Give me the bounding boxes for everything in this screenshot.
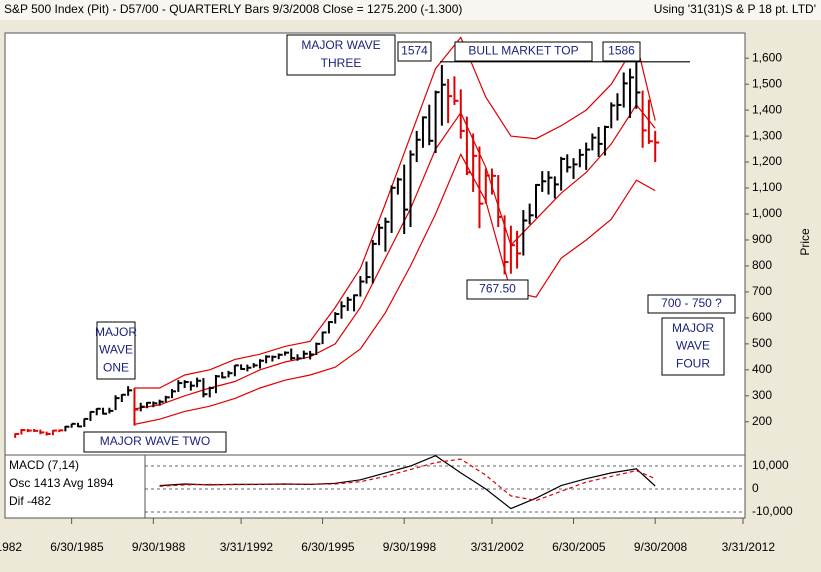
title-bar	[0, 0, 821, 20]
legend-text: MACD (7,14)	[9, 458, 79, 472]
annotation-box	[83, 431, 227, 453]
y-tick-label: 1,000	[752, 206, 782, 220]
marker-label: 1586	[608, 44, 635, 58]
y-tick-label: 700	[752, 284, 772, 298]
x-tick-label: 3/31/1992	[220, 540, 274, 554]
x-tick-label: 6/30/2005	[552, 540, 606, 554]
y-tick-label: 1,100	[752, 180, 782, 194]
y-tick-label: 1,300	[752, 128, 782, 142]
annotation-text: THREE	[321, 56, 362, 70]
chart-subtitle: Using '31(31)S & P 18 pt. LTD'	[654, 2, 816, 16]
y-tick-label: 500	[752, 336, 772, 350]
annotation-text: WAVE	[99, 343, 133, 357]
y-tick-label: 900	[752, 232, 772, 246]
band-line	[134, 36, 656, 389]
annotation-text: ONE	[103, 360, 129, 374]
band-line	[134, 103, 656, 410]
band-line	[134, 152, 656, 425]
y-tick-label: 600	[752, 310, 772, 324]
marker-box	[397, 41, 432, 62]
y-tick-label: 200	[752, 414, 772, 428]
legend-text: Osc 1413 Avg 1894	[9, 476, 114, 490]
annotation-box	[454, 41, 593, 62]
annotation-text: MAJOR	[672, 321, 714, 335]
x-tick-label: 9/30/2008	[634, 540, 688, 554]
macd-line	[159, 455, 656, 510]
marker-box	[602, 41, 641, 62]
legend-text: Dif -482	[9, 494, 51, 508]
x-tick-label: 9/30/1998	[383, 540, 437, 554]
y-tick-label: 1,200	[752, 154, 782, 168]
y-tick-label: 1,500	[752, 76, 782, 90]
y-tick-label: 1,400	[752, 102, 782, 116]
annotation-box	[661, 317, 725, 376]
annotation-text: FOUR	[676, 356, 710, 370]
macd-line	[159, 458, 656, 502]
x-tick-label: 6/30/1995	[301, 540, 355, 554]
x-tick-label: 6/30/1985	[50, 540, 104, 554]
x-tick-label: 9/30/1988	[132, 540, 186, 554]
x-tick-label: 3/31/2002	[471, 540, 525, 554]
chart-title: S&P 500 Index (Pit) - D57/00 - QUARTERLY…	[4, 2, 462, 16]
annotation-text: MAJOR WAVE	[301, 38, 380, 52]
marker-label: 1574	[401, 44, 428, 58]
annotation-text: WAVE	[676, 339, 710, 353]
y-tick-label: 10,000	[752, 458, 789, 472]
annotation-text: BULL MARKET TOP	[468, 44, 578, 58]
x-tick-label: 3/31/2012	[722, 540, 776, 554]
annotation-box	[96, 321, 136, 380]
annotation-text: MAJOR WAVE TWO	[100, 434, 210, 448]
y-tick-label: 800	[752, 258, 772, 272]
y-tick-label: 1,600	[752, 50, 782, 64]
annotation-text: MAJOR	[95, 325, 137, 339]
annotation-text: 700 - 750 ?	[661, 296, 722, 310]
x-tick-label: /1982	[0, 540, 22, 554]
legend-box	[4, 454, 146, 519]
marker-label: 767.50	[479, 282, 516, 296]
annotation-box	[647, 294, 736, 314]
annotation-box	[286, 34, 396, 76]
y-tick-label: -10,000	[752, 504, 793, 518]
y-tick-label: 300	[752, 388, 772, 402]
y-axis-label: Price	[798, 228, 812, 256]
y-tick-label: 400	[752, 362, 772, 376]
marker-box	[466, 279, 529, 300]
y-tick-label: 0	[752, 481, 759, 495]
